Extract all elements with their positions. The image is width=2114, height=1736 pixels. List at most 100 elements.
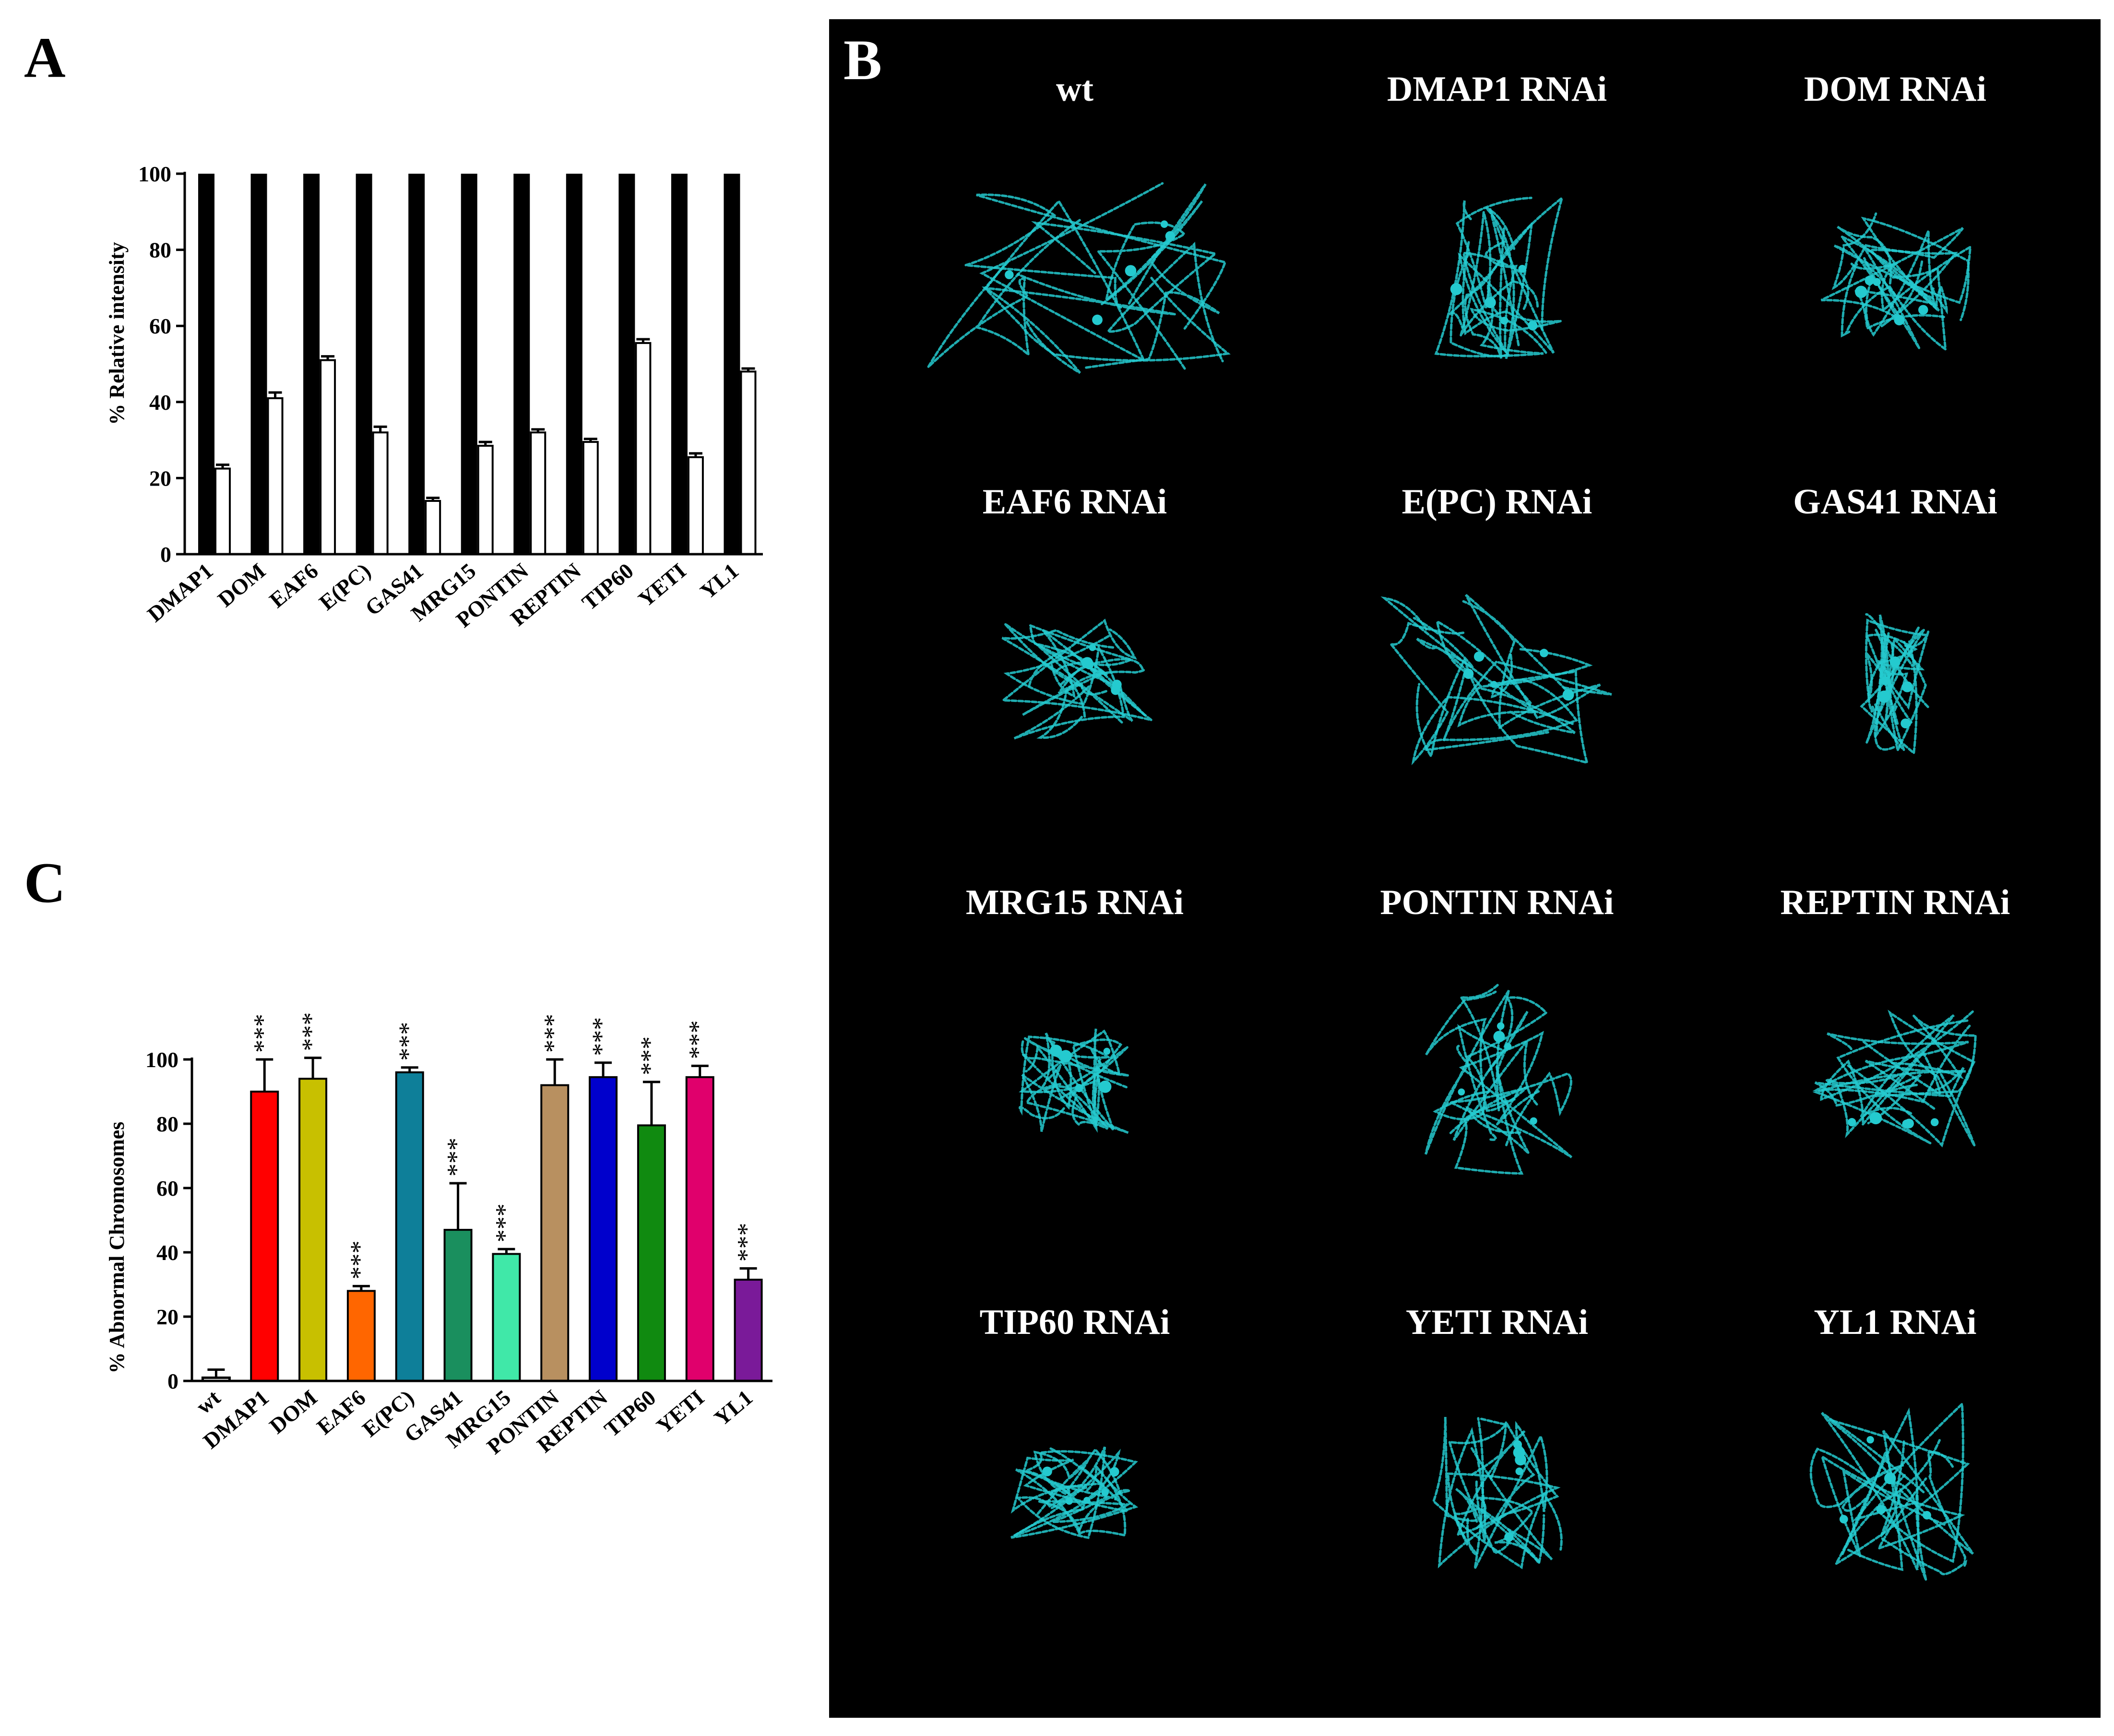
x-tick-label: TIP60 xyxy=(577,559,638,615)
chromosome-strand xyxy=(1820,1454,1965,1557)
significance-marker: *** xyxy=(538,1014,567,1053)
chromosome-strand xyxy=(1424,654,1579,751)
chromosome-bright-spot xyxy=(1125,265,1137,277)
bar xyxy=(492,1253,521,1382)
x-tick-label: DOM xyxy=(213,559,270,612)
chromosome-strand xyxy=(1387,621,1574,765)
chromosome-bright-spot xyxy=(1500,317,1508,325)
chromosome-bright-spot xyxy=(1092,314,1103,325)
y-tick-label: 0 xyxy=(167,1369,178,1393)
chromosome-spread xyxy=(1820,212,1972,352)
bar-series-1 xyxy=(198,174,214,554)
chromosome-strand xyxy=(1828,1418,1970,1581)
chromosome-bright-spot xyxy=(1050,1045,1062,1057)
chromosome-strand xyxy=(1833,244,1972,312)
chromosome-strand xyxy=(1814,1067,1965,1125)
bar-series-1 xyxy=(356,174,372,554)
micrograph-label: TIP60 RNAi xyxy=(980,1303,1170,1342)
chromosome-strand xyxy=(1825,1040,1942,1139)
chromosome-bright-spot xyxy=(1450,283,1462,296)
bar-series-1 xyxy=(513,174,530,554)
chromosome-bright-spot xyxy=(1865,276,1875,285)
chromosome-bright-spot xyxy=(1081,657,1093,669)
chromosome-spread xyxy=(1860,613,1930,756)
chromosome-bright-spot xyxy=(1099,1080,1112,1093)
bar-series-1 xyxy=(566,174,582,554)
y-tick-label: 100 xyxy=(138,162,171,186)
chart-c: % Abnormal Chromosomes wt***DMAP1***DOM*… xyxy=(105,1012,772,1459)
chromosome-strand xyxy=(1462,240,1530,355)
chromosome-strand xyxy=(1415,656,1589,764)
chromosome-bright-spot xyxy=(1540,649,1548,657)
chromosome-strand xyxy=(1033,1447,1122,1515)
bar-series-1 xyxy=(250,174,267,554)
bar-series-1 xyxy=(724,174,740,554)
bar xyxy=(298,1078,328,1382)
micrograph-label: wt xyxy=(1056,70,1093,109)
x-tick-label: DMAP1 xyxy=(143,559,217,627)
chromosome-strand xyxy=(1847,1010,1976,1148)
chromosome-strand xyxy=(1821,1407,1941,1570)
significance-marker: *** xyxy=(297,1012,325,1051)
x-tick-label: YL1 xyxy=(710,1385,757,1431)
chromosome-bright-spot xyxy=(1889,656,1900,667)
chromosome-spread xyxy=(1000,618,1152,740)
chromosome-bright-spot xyxy=(1005,270,1014,279)
chromosome-bright-spot xyxy=(1562,689,1574,701)
y-tick-label: 40 xyxy=(149,390,171,415)
chromosome-bright-spot xyxy=(1877,690,1890,703)
chromosome-bright-spot xyxy=(1160,220,1168,228)
micrograph-label: YETI RNAi xyxy=(1406,1303,1588,1342)
chromosome-spread xyxy=(1019,1028,1129,1134)
chart-c-y-axis-label: % Abnormal Chromosomes xyxy=(105,1122,129,1374)
y-tick-label: 20 xyxy=(149,466,171,490)
micrograph-label: PONTIN RNAi xyxy=(1380,883,1614,922)
y-tick-label: 100 xyxy=(145,1047,178,1072)
micrograph-label: EAF6 RNAi xyxy=(983,482,1167,522)
bar-series-1 xyxy=(303,174,320,554)
chromosome-bright-spot xyxy=(1930,1118,1939,1127)
y-tick-label: 0 xyxy=(160,542,171,567)
y-tick-label: 40 xyxy=(156,1240,178,1265)
bar-series-2 xyxy=(582,441,599,555)
chromosome-bright-spot xyxy=(1894,315,1905,326)
significance-marker: *** xyxy=(732,1223,761,1262)
chromosome-bright-spot xyxy=(1847,1118,1856,1127)
bar xyxy=(734,1278,763,1382)
y-tick-label: 20 xyxy=(156,1305,178,1329)
significance-marker: *** xyxy=(490,1203,519,1242)
chromosome-bright-spot xyxy=(1869,1112,1882,1125)
chromosome-bright-spot xyxy=(1876,1505,1886,1514)
chromosome-bright-spot xyxy=(1059,1050,1072,1062)
chromosome-strand xyxy=(1001,629,1134,725)
chromosome-bright-spot xyxy=(1515,1454,1527,1466)
chromosome-strand xyxy=(1846,1430,1974,1571)
chromosome-strand xyxy=(1448,1417,1553,1560)
chromosome-strand xyxy=(1809,1447,1904,1512)
chromosome-spread xyxy=(927,182,1231,374)
chromosome-bright-spot xyxy=(1075,1084,1083,1093)
chromosome-strand xyxy=(1084,200,1220,369)
chromosome-bright-spot xyxy=(1513,1440,1522,1449)
significance-marker: *** xyxy=(587,1017,616,1056)
bar-series-2 xyxy=(214,467,231,556)
chromosome-bright-spot xyxy=(1111,685,1120,695)
chromosome-strand xyxy=(1853,1401,1964,1563)
chromosome-strand xyxy=(1820,1009,1975,1128)
chromosome-strand xyxy=(1010,1456,1130,1514)
chromosome-bright-spot xyxy=(1530,1117,1537,1125)
chromosome-strand xyxy=(1436,619,1612,742)
bar-series-2 xyxy=(687,456,704,555)
chromosome-strand xyxy=(1019,1035,1128,1119)
significance-marker: *** xyxy=(345,1240,374,1279)
micrograph-panel: B wt DMAP1 RNAi DOM RNAi EAF6 RNAi E(PC) RNA… xyxy=(829,19,2101,1718)
x-tick-label: EAF6 xyxy=(312,1385,370,1439)
bar-series-2 xyxy=(425,499,441,555)
chromosome-strand xyxy=(1042,629,1146,717)
chromosome-bright-spot xyxy=(1873,278,1881,286)
micrograph-label: DMAP1 RNAi xyxy=(1387,70,1607,109)
panel-label-b: B xyxy=(843,28,882,92)
bar xyxy=(443,1229,473,1382)
chromosome-bright-spot xyxy=(1042,1466,1052,1476)
